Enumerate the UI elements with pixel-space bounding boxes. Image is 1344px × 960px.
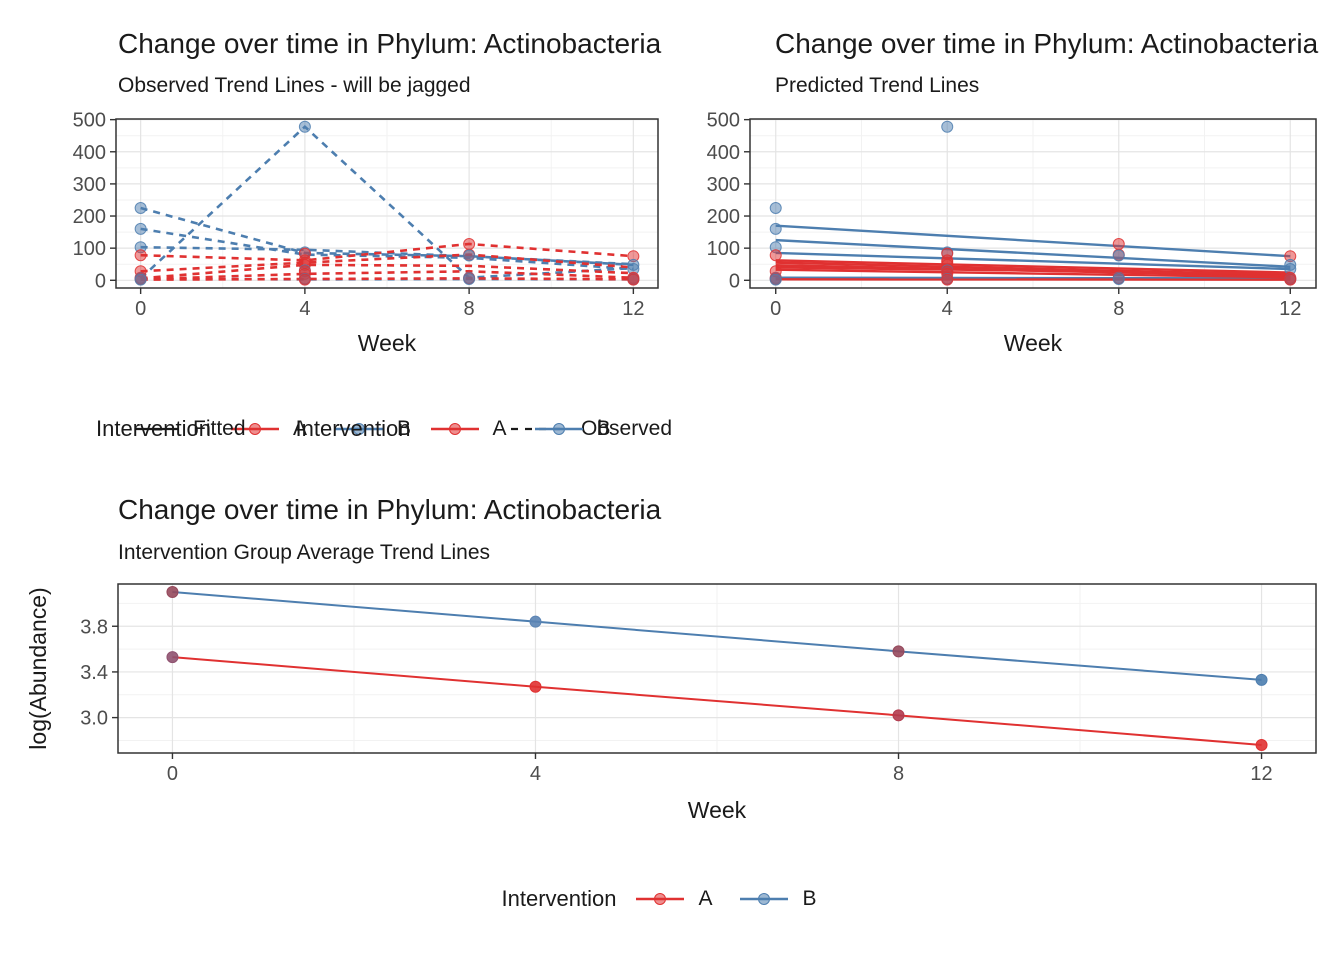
legend-item-intervention-b: B [333,417,411,441]
legend-item-intervention-a: A [429,417,507,441]
observed-chart: Change over time in Phylum: Actinobacter… [0,0,672,460]
legend-label: B [596,417,611,440]
svg-text:Week: Week [358,330,417,356]
svg-text:200: 200 [707,206,740,228]
svg-text:0: 0 [95,270,106,292]
legend-key-a-icon [430,423,479,435]
chart-subtitle: Observed Trend Lines - will be jagged [118,74,471,97]
svg-text:0: 0 [729,270,740,292]
svg-text:100: 100 [73,238,106,260]
chart-subtitle: Predicted Trend Lines [775,74,980,97]
svg-text:4: 4 [530,763,541,785]
svg-text:300: 300 [73,174,106,196]
svg-text:8: 8 [464,298,475,320]
svg-text:3.0: 3.0 [80,708,108,730]
legend-observed: Intervention A B Observed [96,414,698,444]
svg-text:300: 300 [707,174,740,196]
svg-text:0: 0 [167,763,178,785]
observed-plot-panel: 0 4 8 12 0 100 200 300 400 500 Week [73,110,659,356]
legend-label: Observed [581,417,673,440]
legend-average: Intervention A B [0,884,1344,914]
svg-text:log(Abundance): log(Abundance) [25,587,51,749]
svg-text:100: 100 [707,238,740,260]
svg-text:12: 12 [622,298,644,320]
legend-label: B [396,417,411,440]
chart-title: Change over time in Phylum: Actinobacter… [118,28,662,59]
average-chart: Change over time in Phylum: Actinobacter… [0,480,1344,960]
legend-label: A [698,887,713,910]
svg-text:8: 8 [893,763,904,785]
svg-text:400: 400 [707,142,740,164]
legend-item-intervention-a: A [229,417,307,441]
average-plot-panel: 0 4 8 12 3.0 3.4 3.8 Week log(Abundance) [25,583,1317,822]
legend-key-a-icon [636,893,685,905]
legend-key-b-icon [740,893,789,905]
svg-text:12: 12 [1279,298,1301,320]
solid-line-icon [135,427,179,431]
chart-title: Change over time in Phylum: Actinobacter… [775,28,1319,59]
svg-text:Week: Week [688,797,747,822]
legend-label: A [292,417,307,440]
legend-label: A [492,417,507,440]
svg-text:8: 8 [1113,298,1124,320]
legend-title: Intervention [501,886,617,911]
legend-label: B [802,887,817,910]
svg-text:500: 500 [707,110,740,132]
legend-key-b-icon [334,423,383,435]
legend-item-intervention-a: A [634,887,712,911]
legend-item-intervention-b: B [533,417,611,441]
legend-title: Intervention [295,416,411,441]
chart-subtitle: Intervention Group Average Trend Lines [118,541,491,564]
legend-predicted: Fitted Intervention A B [133,414,637,444]
svg-text:0: 0 [135,298,146,320]
svg-text:400: 400 [73,142,106,164]
svg-text:3.8: 3.8 [80,616,108,638]
predicted-plot-panel: 0 4 8 12 0 100 200 300 400 500 Week [707,110,1317,356]
legend-key-b-icon [534,423,583,435]
svg-text:12: 12 [1250,763,1272,785]
legend-label: Fitted [193,417,246,440]
legend-item-fitted: Fitted [133,417,246,441]
legend-key-a-icon [230,423,279,435]
predicted-chart: Change over time in Phylum: Actinobacter… [672,0,1344,460]
legend-item-intervention-b: B [738,887,817,911]
svg-text:0: 0 [770,298,781,320]
svg-text:4: 4 [942,298,953,320]
svg-text:3.4: 3.4 [80,662,108,684]
chart-title: Change over time in Phylum: Actinobacter… [118,494,662,525]
svg-text:200: 200 [73,206,106,228]
svg-text:Week: Week [1004,330,1063,356]
svg-text:500: 500 [73,110,106,132]
svg-text:4: 4 [299,298,310,320]
